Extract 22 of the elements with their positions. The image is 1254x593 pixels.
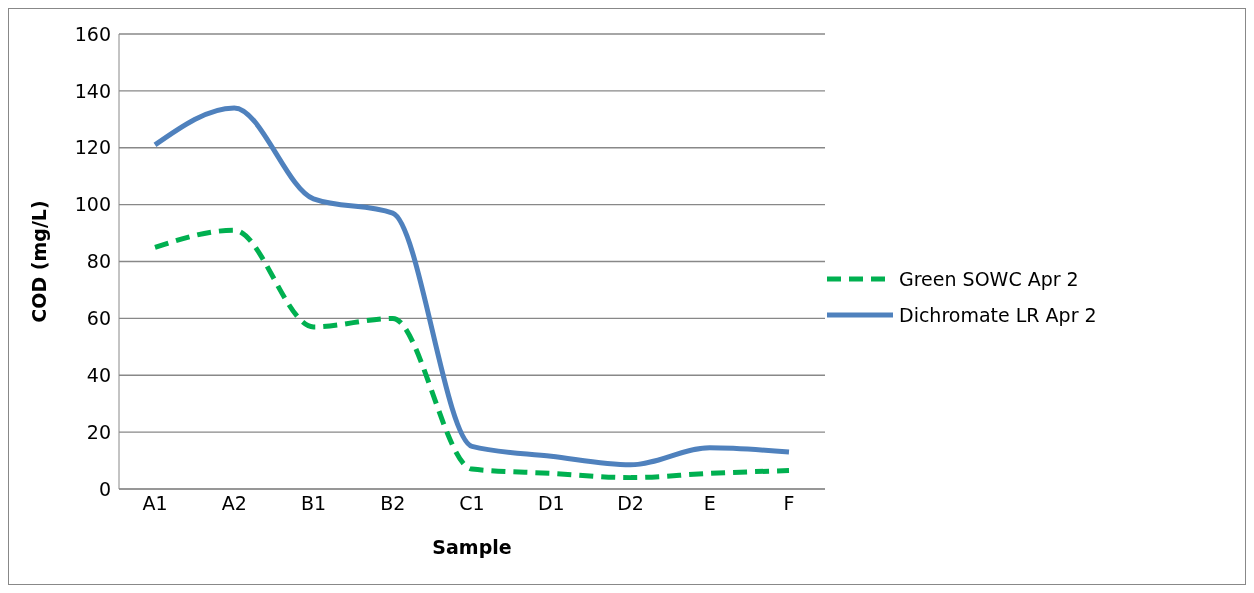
y-tick-label: 120 (74, 136, 111, 159)
y-tick-label: 160 (74, 22, 111, 45)
y-tick-label: 80 (86, 250, 111, 273)
y-tick-label: 60 (86, 307, 111, 330)
x-tick-label: F (783, 492, 795, 515)
legend-label: Dichromate LR Apr 2 (899, 303, 1097, 326)
y-tick-label: 100 (74, 193, 111, 216)
x-tick-label: E (703, 492, 716, 515)
x-tick-label: B2 (380, 492, 406, 515)
y-tick-label: 40 (86, 363, 111, 386)
y-tick-label: 20 (86, 420, 111, 443)
x-tick-label: D1 (537, 492, 565, 515)
x-axis-title: Sample (432, 536, 512, 558)
x-tick-label: A2 (221, 492, 247, 515)
x-tick-label: D2 (617, 492, 644, 515)
y-tick-label: 0 (98, 477, 111, 500)
legend-label: Green SOWC Apr 2 (899, 267, 1079, 290)
x-tick-label: A1 (142, 492, 168, 515)
x-tick-label: B1 (300, 492, 327, 515)
x-tick-label: C1 (459, 492, 485, 515)
y-tick-label: 140 (74, 79, 111, 102)
y-axis-title: COD (mg/L) (27, 200, 50, 323)
